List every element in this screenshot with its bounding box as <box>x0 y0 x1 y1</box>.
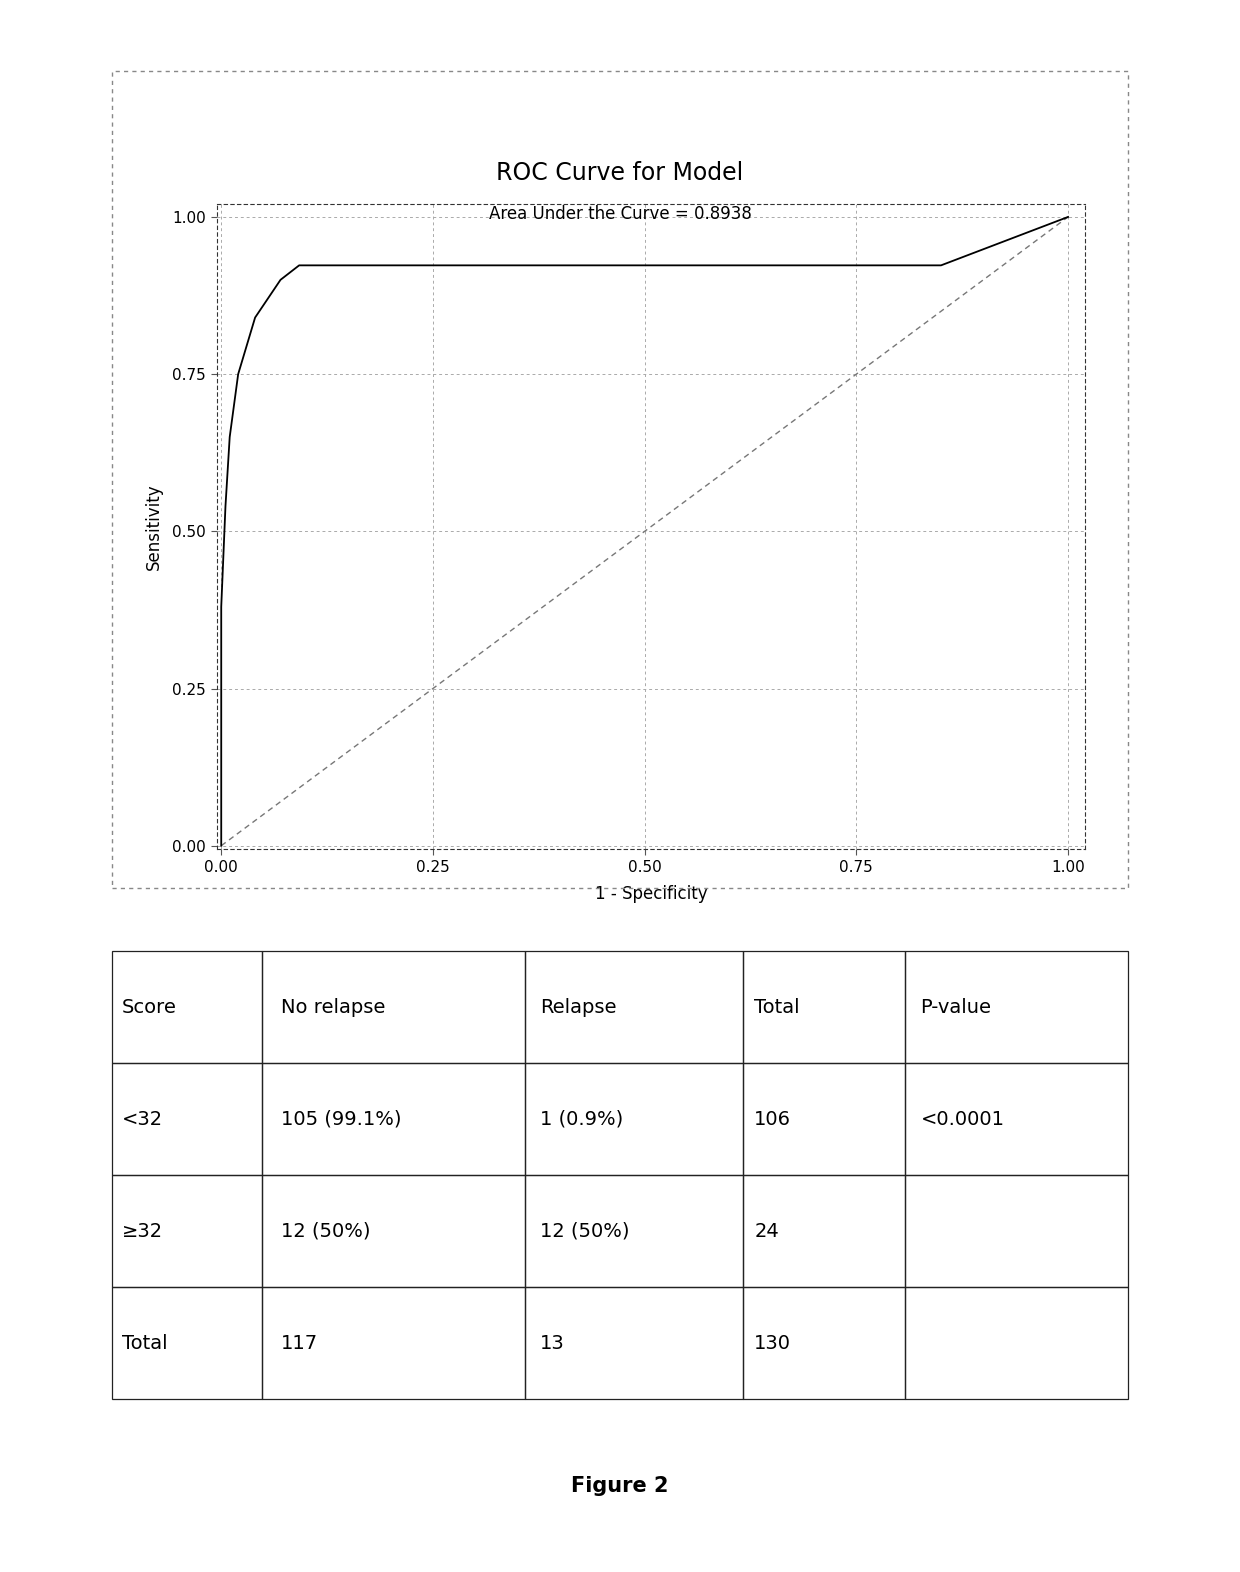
Text: 12 (50%): 12 (50%) <box>541 1221 630 1240</box>
Text: 12 (50%): 12 (50%) <box>280 1221 371 1240</box>
Text: 130: 130 <box>754 1333 791 1352</box>
Y-axis label: Sensitivity: Sensitivity <box>144 483 162 571</box>
Text: Total: Total <box>754 998 800 1017</box>
X-axis label: 1 - Specificity: 1 - Specificity <box>595 885 707 902</box>
Text: No relapse: No relapse <box>280 998 386 1017</box>
Text: Score: Score <box>123 998 177 1017</box>
Text: Total: Total <box>123 1333 167 1352</box>
Text: 13: 13 <box>541 1333 565 1352</box>
Text: 105 (99.1%): 105 (99.1%) <box>280 1110 402 1129</box>
Text: Figure 2: Figure 2 <box>572 1476 668 1495</box>
Text: 24: 24 <box>754 1221 779 1240</box>
Text: Relapse: Relapse <box>541 998 616 1017</box>
Text: ≥32: ≥32 <box>123 1221 164 1240</box>
Text: 106: 106 <box>754 1110 791 1129</box>
Text: P-value: P-value <box>920 998 992 1017</box>
Text: <32: <32 <box>123 1110 164 1129</box>
Text: ROC Curve for Model: ROC Curve for Model <box>496 160 744 185</box>
Text: 117: 117 <box>280 1333 317 1352</box>
Text: Area Under the Curve = 0.8938: Area Under the Curve = 0.8938 <box>489 204 751 223</box>
Text: 1 (0.9%): 1 (0.9%) <box>541 1110 624 1129</box>
Text: <0.0001: <0.0001 <box>920 1110 1004 1129</box>
